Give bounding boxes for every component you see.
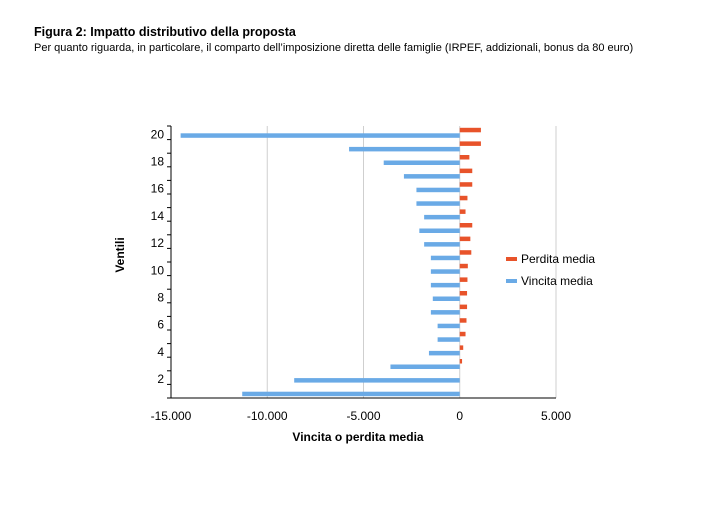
- bar-vincita-8: [432, 296, 460, 301]
- legend-label-vincita: Vincita media: [521, 274, 593, 288]
- bar-vincita-14: [424, 214, 460, 220]
- figure-title: Figura 2: Impatto distributivo della pro…: [34, 25, 296, 39]
- bar-perdita-7: [459, 304, 468, 310]
- bar-vincita-3: [390, 364, 460, 369]
- bar-vincita-6: [437, 323, 460, 329]
- y-tick-label: 2: [157, 372, 164, 386]
- legend-label-perdita: Perdita media: [521, 252, 595, 266]
- bar-perdita-6: [459, 318, 467, 323]
- legend: Perdita media Vincita media: [506, 252, 595, 288]
- bar-vincita-2: [294, 378, 460, 383]
- bar-perdita-10: [459, 263, 468, 269]
- x-tick-label: 0: [456, 409, 463, 423]
- x-axis-title: Vincita o perdita media: [292, 430, 423, 444]
- figure-subtitle: Per quanto riguarda, in particolare, il …: [34, 42, 634, 54]
- y-tick-label: 4: [157, 345, 164, 359]
- y-tick-label: 8: [157, 291, 164, 305]
- bar-vincita-7: [430, 310, 460, 315]
- bar-vincita-16: [416, 187, 460, 193]
- x-axis-ticks: -15.000 -10.000 -5.000 0 5.000: [151, 409, 572, 423]
- bar-perdita-11: [459, 250, 472, 255]
- gridlines: [266, 126, 557, 398]
- bar-vincita-20: [180, 133, 460, 138]
- axes: [167, 125, 556, 399]
- bar-vincita-19: [349, 146, 460, 152]
- bar-perdita-17: [459, 168, 473, 174]
- bar-vincita-12: [424, 242, 460, 247]
- bar-vincita-18: [383, 160, 460, 165]
- x-tick-label: -15.000: [151, 409, 192, 423]
- bar-vincita-9: [430, 282, 460, 288]
- y-tick-label: 12: [151, 236, 165, 250]
- bar-perdita-12: [459, 236, 471, 242]
- x-tick-label: 5.000: [541, 409, 571, 423]
- bar-perdita-15: [459, 195, 468, 201]
- bar-vincita-15: [416, 201, 460, 206]
- bar-perdita-9: [459, 277, 468, 282]
- bar-perdita-3: [459, 359, 463, 364]
- legend-swatch-perdita: [506, 257, 517, 261]
- x-tick-label: -10.000: [247, 409, 288, 423]
- bar-perdita-5: [459, 331, 466, 337]
- bar-perdita-20: [459, 127, 481, 133]
- y-tick-label: 18: [151, 155, 165, 169]
- x-tick-label: -5.000: [346, 409, 380, 423]
- bar-perdita-19: [459, 141, 481, 146]
- bar-vincita-13: [419, 228, 460, 233]
- bar-vincita-4: [428, 350, 460, 356]
- y-tick-label: 16: [151, 182, 165, 196]
- y-tick-label: 20: [151, 127, 165, 141]
- bar-perdita-16: [459, 182, 473, 187]
- bar-perdita-4: [459, 345, 464, 350]
- bar-perdita-13: [459, 223, 473, 228]
- y-tick-label: 10: [151, 263, 165, 277]
- y-axis-title: Ventili: [113, 237, 127, 272]
- bar-vincita-5: [437, 337, 460, 342]
- bar-perdita-14: [459, 209, 466, 214]
- bars: [180, 127, 481, 397]
- bar-vincita-10: [430, 269, 460, 274]
- y-axis-ticks: 2 4 6 8 10 12 14 16 18 20: [151, 127, 165, 386]
- y-tick-label: 6: [157, 318, 164, 332]
- bar-vincita-11: [430, 255, 460, 261]
- bar-vincita-17: [403, 174, 460, 179]
- y-tick-label: 14: [151, 209, 165, 223]
- bar-vincita-1: [242, 391, 460, 397]
- bar-perdita-18: [459, 155, 470, 160]
- legend-swatch-vincita: [506, 279, 517, 283]
- bar-perdita-8: [459, 291, 468, 296]
